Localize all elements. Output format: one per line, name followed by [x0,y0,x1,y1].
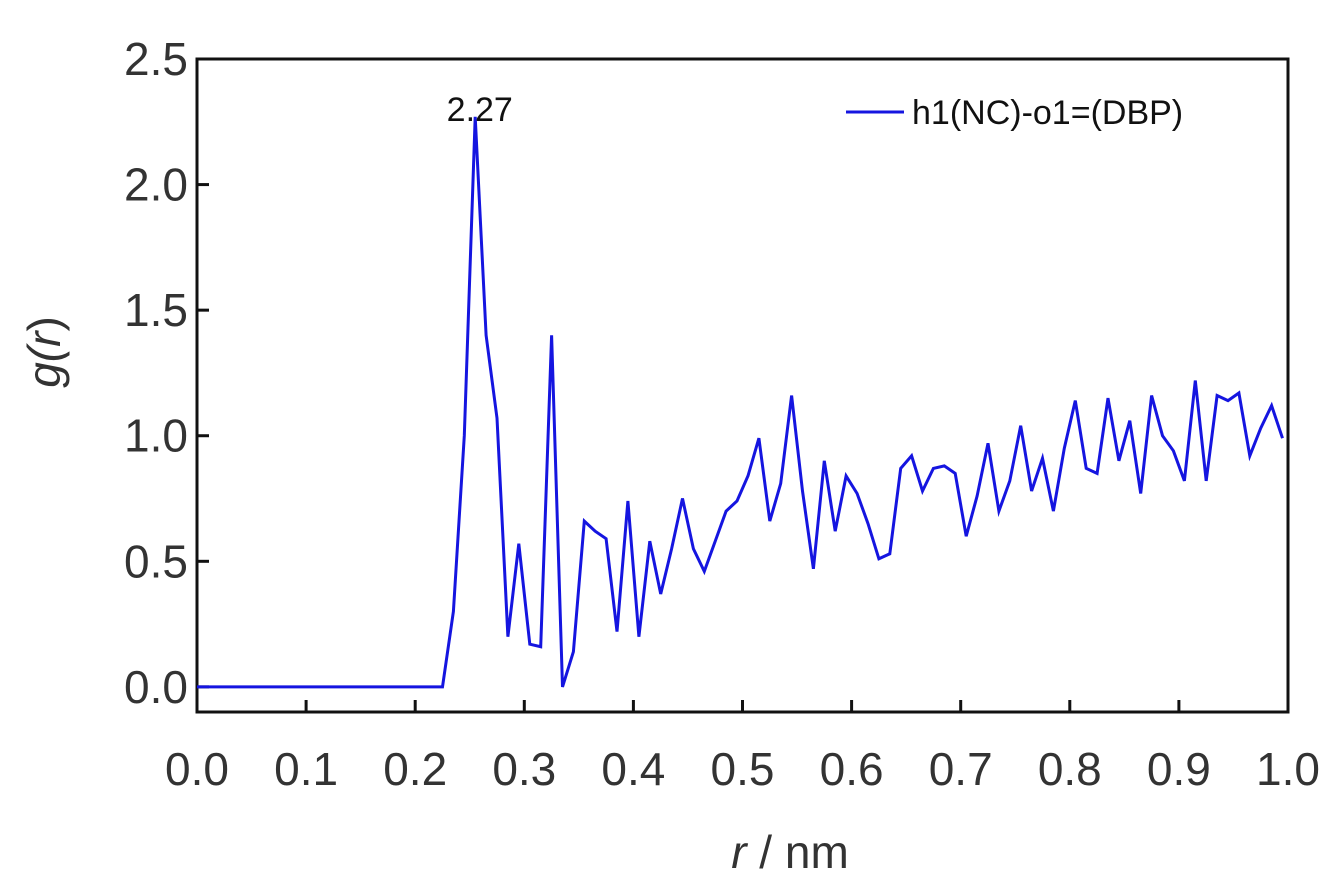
y-ticks: 0.0 0.5 1.0 1.5 2.0 2.5 [124,33,209,713]
y-tick-label: 0.5 [124,535,188,587]
x-tick-label: 0.8 [1038,743,1102,795]
y-axis-label: g(r) [18,316,70,388]
x-tick-label: 0.9 [1147,743,1211,795]
x-tick-label: 0.4 [601,743,665,795]
y-tick-label: 1.5 [124,284,188,336]
x-axis-label: r / nm [731,826,849,878]
annotations: 2.27 [447,91,513,129]
x-tick-label: 0.6 [820,743,884,795]
x-tick-label: 0.3 [492,743,556,795]
x-tick-label: 0.7 [929,743,993,795]
plot-frame [195,57,1290,714]
x-tick-label: 0.1 [274,743,338,795]
y-tick-label: 2.0 [124,159,188,211]
x-tick-label: 0.5 [711,743,775,795]
y-tick-label: 1.0 [124,410,188,462]
series-line [197,116,1284,689]
peak-annotation: 2.27 [447,91,513,129]
x-tick-label: 1.0 [1256,743,1320,795]
x-tick-label: 0.2 [383,743,447,795]
legend: h1(NC)-o1=(DBP) [846,94,1183,132]
y-tick-label: 2.5 [124,33,188,85]
y-tick-label: 0.0 [124,661,188,713]
legend-label: h1(NC)-o1=(DBP) [912,94,1183,132]
x-tick-label: 0.0 [165,743,229,795]
x-ticks: 0.0 0.1 0.2 0.3 0.4 0.5 0.6 0.7 0.8 0.9 1.0 [165,700,1320,795]
